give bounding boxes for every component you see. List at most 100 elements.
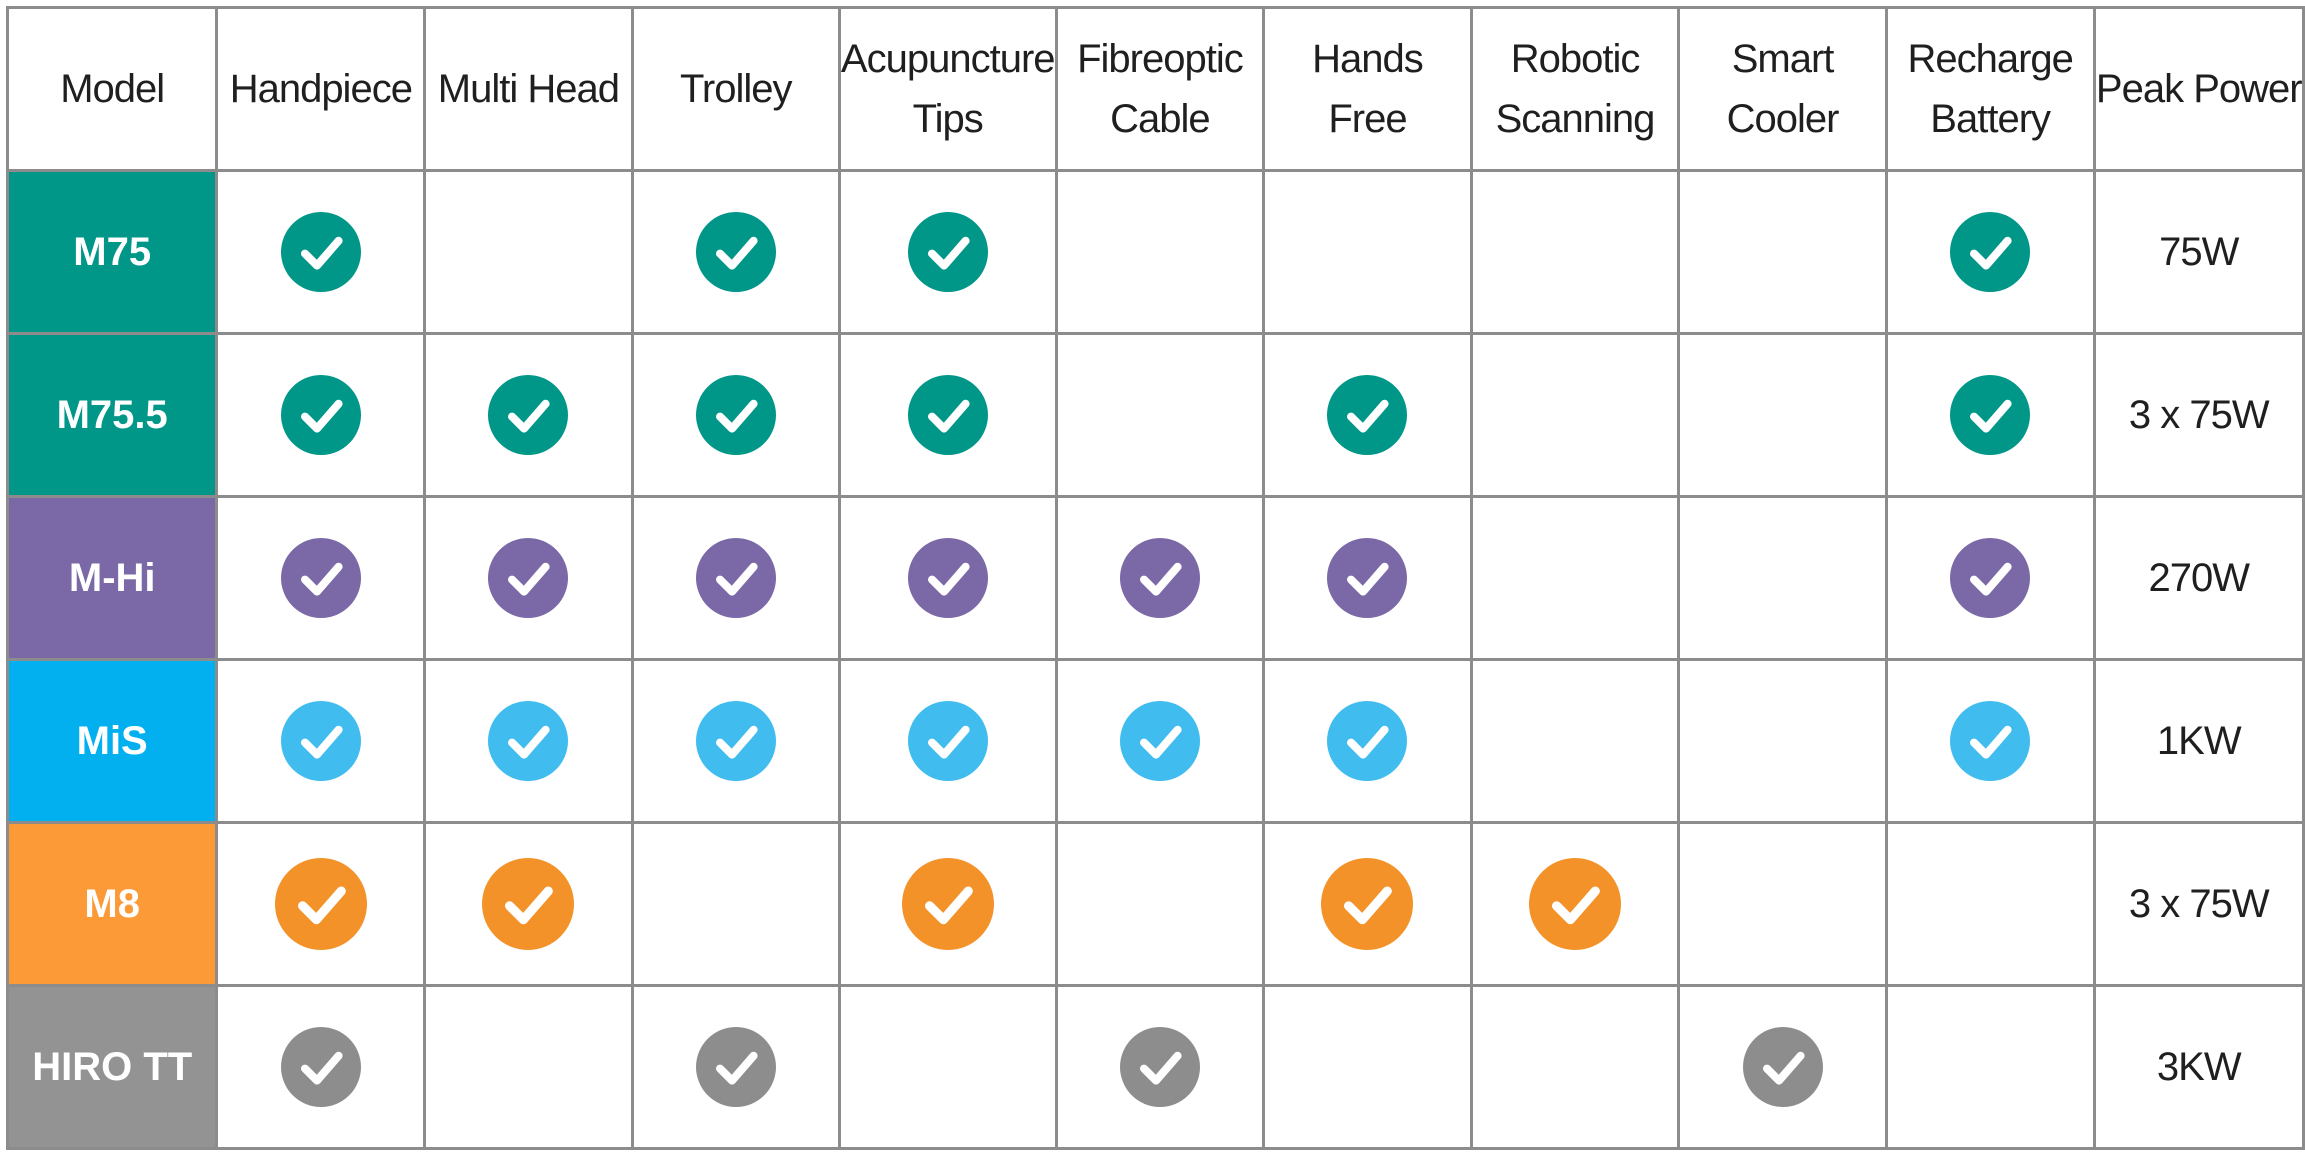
column-header-label: Robotic bbox=[1510, 37, 1641, 81]
check-circle-icon bbox=[1529, 858, 1622, 950]
feature-cell-hands-free bbox=[1262, 984, 1473, 1150]
model-name-cell: M-Hi bbox=[5, 495, 219, 661]
column-header-label: Peak Power bbox=[2095, 67, 2303, 111]
check-circle-icon bbox=[1119, 538, 1200, 618]
check-circle-icon bbox=[280, 212, 361, 292]
feature-cell-multi-head bbox=[423, 169, 634, 335]
feature-cell-fibreoptic-cable bbox=[1054, 821, 1266, 987]
feature-cell-handpiece bbox=[215, 332, 427, 498]
feature-cell-acupuncture-tips bbox=[837, 984, 1058, 1150]
column-header-label: Fibreoptic bbox=[1077, 37, 1244, 81]
check-circle-icon bbox=[1119, 701, 1200, 781]
column-header-label: Recharge bbox=[1907, 37, 2073, 81]
model-name: M75.5 bbox=[56, 392, 168, 437]
feature-cell-hands-free bbox=[1262, 495, 1473, 661]
feature-cell-trolley bbox=[630, 821, 841, 987]
feature-cell-recharge-battery bbox=[1884, 169, 2096, 335]
peak-power-cell: 1KW bbox=[2092, 658, 2305, 824]
feature-cell-hands-free bbox=[1262, 658, 1473, 824]
check-circle-icon bbox=[1950, 375, 2031, 455]
check-circle-icon bbox=[280, 701, 361, 781]
check-circle-icon bbox=[695, 375, 776, 455]
model-name: HIRO TT bbox=[32, 1044, 193, 1089]
check-circle-icon bbox=[488, 538, 569, 618]
feature-cell-trolley bbox=[630, 495, 841, 661]
check-circle-icon bbox=[695, 701, 776, 781]
feature-cell-smart-cooler bbox=[1677, 821, 1888, 987]
feature-cell-recharge-battery bbox=[1884, 658, 2096, 824]
feature-cell-multi-head bbox=[423, 332, 634, 498]
column-header-label: Trolley bbox=[679, 67, 793, 111]
feature-cell-multi-head bbox=[423, 821, 634, 987]
peak-power-cell: 3 x 75W bbox=[2092, 821, 2305, 987]
table-row: HIRO TT 3KW bbox=[5, 984, 2305, 1150]
feature-cell-robotic-scanning bbox=[1469, 821, 1681, 987]
peak-power-value: 3 x 75W bbox=[2128, 881, 2270, 926]
feature-cell-trolley bbox=[630, 169, 841, 335]
feature-cell-smart-cooler bbox=[1677, 495, 1888, 661]
model-name-cell: M75.5 bbox=[5, 332, 219, 498]
check-circle-icon bbox=[1321, 858, 1414, 950]
feature-cell-fibreoptic-cable bbox=[1054, 984, 1266, 1150]
column-header-label: Cable bbox=[1110, 97, 1211, 141]
check-circle-icon bbox=[280, 538, 361, 618]
model-comparison-table: Model Handpiece Multi Head Trolley Acupunctu… bbox=[5, 6, 2305, 1150]
column-header-label: Tips bbox=[912, 97, 984, 141]
feature-cell-robotic-scanning bbox=[1469, 984, 1681, 1150]
check-circle-icon bbox=[907, 212, 988, 292]
feature-cell-robotic-scanning bbox=[1469, 332, 1681, 498]
column-header-hands-free: Hands Free bbox=[1262, 6, 1473, 172]
peak-power-cell: 3KW bbox=[2092, 984, 2305, 1150]
peak-power-cell: 270W bbox=[2092, 495, 2305, 661]
feature-cell-fibreoptic-cable bbox=[1054, 495, 1266, 661]
check-circle-icon bbox=[901, 858, 994, 950]
feature-cell-multi-head bbox=[423, 495, 634, 661]
check-circle-icon bbox=[907, 538, 988, 618]
check-circle-icon bbox=[1950, 701, 2031, 781]
model-name: M-Hi bbox=[68, 555, 156, 600]
model-name: M75 bbox=[73, 229, 152, 274]
peak-power-value: 270W bbox=[2148, 555, 2250, 600]
check-circle-icon bbox=[1742, 1027, 1823, 1107]
peak-power-cell: 3 x 75W bbox=[2092, 332, 2305, 498]
check-circle-icon bbox=[280, 375, 361, 455]
check-circle-icon bbox=[1950, 212, 2031, 292]
check-circle-icon bbox=[1119, 1027, 1200, 1107]
check-circle-icon bbox=[695, 212, 776, 292]
table-row: M8 3 x 75W bbox=[5, 821, 2305, 987]
peak-power-cell: 75W bbox=[2092, 169, 2305, 335]
table-row: M75 75W bbox=[5, 169, 2305, 335]
feature-cell-acupuncture-tips bbox=[837, 332, 1058, 498]
check-circle-icon bbox=[488, 701, 569, 781]
header-row: Model Handpiece Multi Head Trolley Acupunctu… bbox=[5, 6, 2305, 172]
feature-cell-multi-head bbox=[423, 984, 634, 1150]
feature-cell-recharge-battery bbox=[1884, 332, 2096, 498]
feature-cell-handpiece bbox=[215, 169, 427, 335]
peak-power-value: 75W bbox=[2159, 229, 2239, 274]
feature-cell-robotic-scanning bbox=[1469, 658, 1681, 824]
column-header-recharge-battery: Recharge Battery bbox=[1884, 6, 2096, 172]
feature-cell-handpiece bbox=[215, 658, 427, 824]
check-circle-icon bbox=[488, 375, 569, 455]
feature-cell-robotic-scanning bbox=[1469, 495, 1681, 661]
feature-cell-robotic-scanning bbox=[1469, 169, 1681, 335]
feature-cell-recharge-battery bbox=[1884, 821, 2096, 987]
model-name-cell: M75 bbox=[5, 169, 219, 335]
column-header-label: Battery bbox=[1930, 97, 2051, 141]
column-header-label: Hands bbox=[1312, 37, 1424, 81]
peak-power-value: 3KW bbox=[2156, 1044, 2242, 1089]
check-circle-icon bbox=[1327, 701, 1408, 781]
table-row: MiS 1KW bbox=[5, 658, 2305, 824]
column-header-acupuncture-tips: Acupuncture Tips bbox=[837, 6, 1058, 172]
check-circle-icon bbox=[1950, 538, 2031, 618]
feature-cell-acupuncture-tips bbox=[837, 821, 1058, 987]
model-name-cell: MiS bbox=[5, 658, 219, 824]
feature-cell-fibreoptic-cable bbox=[1054, 169, 1266, 335]
table-row: M-Hi 270W bbox=[5, 495, 2305, 661]
peak-power-value: 3 x 75W bbox=[2128, 392, 2270, 437]
column-header-label: Model bbox=[60, 67, 165, 111]
check-circle-icon bbox=[1327, 538, 1408, 618]
feature-cell-handpiece bbox=[215, 821, 427, 987]
feature-cell-fibreoptic-cable bbox=[1054, 658, 1266, 824]
column-header-label: Free bbox=[1328, 97, 1407, 141]
